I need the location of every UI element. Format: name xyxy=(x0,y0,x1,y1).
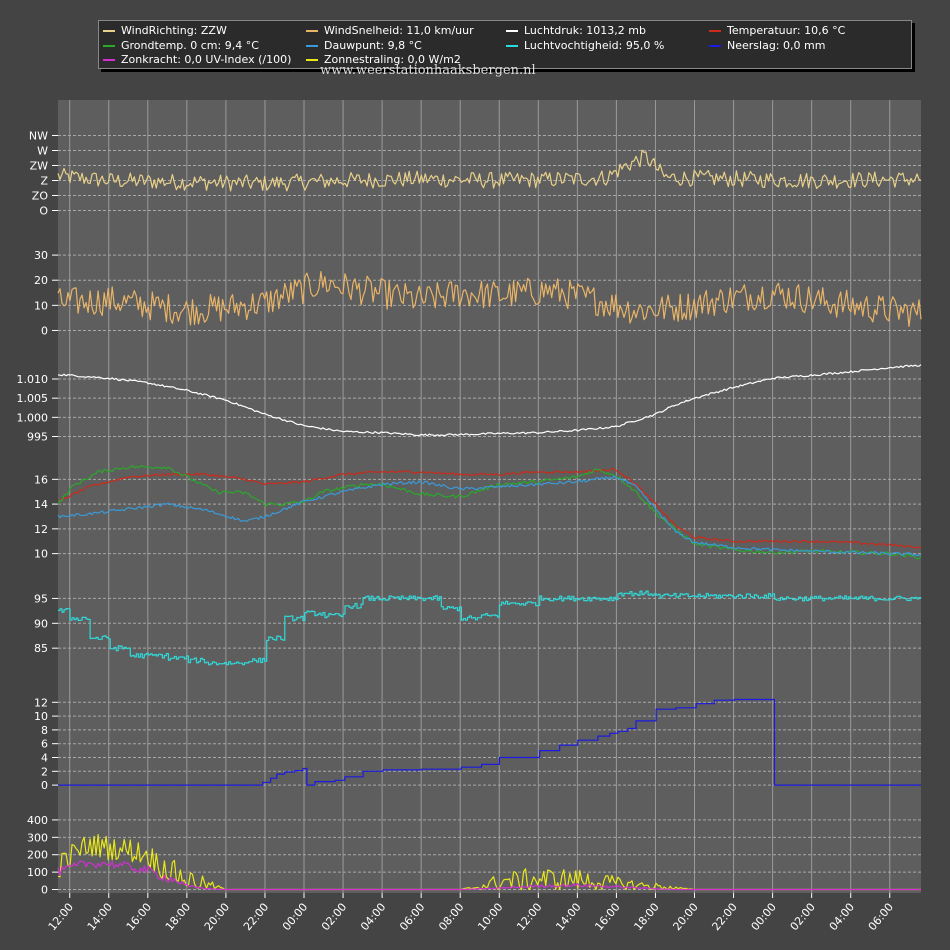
y-tick-label: 300 xyxy=(27,831,48,844)
legend-item-windrichting: WindRichting: ZZW xyxy=(103,24,227,37)
x-tick-label: 16:00 xyxy=(124,901,154,934)
y-tick-label: 95 xyxy=(34,592,48,605)
y-tick-label: 16 xyxy=(34,473,48,486)
legend-label: Neerslag: 0,0 mm xyxy=(727,39,826,52)
y-tick-label: 90 xyxy=(34,617,48,630)
y-tick-label: 4 xyxy=(41,751,48,764)
legend-item-windsnelheid: WindSnelheid: 11,0 km/uur xyxy=(306,24,474,37)
y-tick-label: 400 xyxy=(27,814,48,827)
y-tick-label: ZO xyxy=(32,190,49,203)
x-tick-label: 20:00 xyxy=(202,901,232,934)
y-tick-label: 6 xyxy=(41,738,48,751)
legend-item-luchtvochtigheid: Luchtvochtigheid: 95,0 % xyxy=(506,39,664,52)
x-tick-label: 22:00 xyxy=(710,901,740,934)
x-tick-label: 20:00 xyxy=(670,901,700,934)
y-tick-label: NW xyxy=(29,130,48,143)
legend-label: Grondtemp. 0 cm: 9,4 °C xyxy=(121,39,259,52)
x-tick-label: 18:00 xyxy=(163,901,193,934)
x-tick-label: 12:00 xyxy=(46,901,76,934)
y-tick-label: 100 xyxy=(27,866,48,879)
y-tick-label: 1.000 xyxy=(17,411,49,424)
y-tick-label: 85 xyxy=(34,642,48,655)
y-tick-label: 20 xyxy=(34,274,48,287)
plot-area xyxy=(58,100,921,893)
legend-item-luchtdruk: Luchtdruk: 1013,2 mb xyxy=(506,24,646,37)
legend-label: WindSnelheid: 11,0 km/uur xyxy=(324,24,474,37)
legend-swatch xyxy=(306,59,318,61)
series-line-luchtvochtigheid xyxy=(58,590,922,666)
y-tick-label: 995 xyxy=(27,431,48,444)
series-line-windsnelheid xyxy=(57,271,922,327)
legend-label: Zonkracht: 0,0 UV-Index (/100) xyxy=(121,53,292,66)
y-tick-label: 0 xyxy=(41,324,48,337)
y-tick-label: Z xyxy=(40,175,48,188)
series-line-windrichting xyxy=(57,149,922,192)
x-tick-label: 18:00 xyxy=(631,901,661,934)
y-tick-label: 12 xyxy=(34,523,48,536)
y-tick-label: 14 xyxy=(34,498,48,511)
legend-swatch xyxy=(103,45,115,47)
x-tick-label: 14:00 xyxy=(553,901,583,934)
legend-swatch xyxy=(506,30,518,32)
y-tick-label: 10 xyxy=(34,548,48,561)
legend-item-grondtemp: Grondtemp. 0 cm: 9,4 °C xyxy=(103,39,259,52)
x-tick-label: 10:00 xyxy=(475,901,505,934)
y-tick-label: ZW xyxy=(30,160,49,173)
legend-label: Dauwpunt: 9,8 °C xyxy=(324,39,422,52)
x-tick-label: 04:00 xyxy=(358,901,388,934)
y-tick-label: 0 xyxy=(41,884,48,897)
y-tick-label: 10 xyxy=(34,710,48,723)
y-tick-label: O xyxy=(39,205,48,218)
legend-swatch xyxy=(709,45,721,47)
x-tick-label: 08:00 xyxy=(436,901,466,934)
legend-label: Luchtdruk: 1013,2 mb xyxy=(524,24,646,37)
y-tick-label: 30 xyxy=(34,249,48,262)
x-tick-label: 02:00 xyxy=(788,901,818,934)
legend-item-temperatuur: Temperatuur: 10,6 °C xyxy=(709,24,845,37)
y-tick-label: 0 xyxy=(41,779,48,792)
legend-swatch xyxy=(306,45,318,47)
series-line-dauwpunt xyxy=(57,475,922,557)
x-tick-label: 06:00 xyxy=(866,901,896,934)
x-tick-label: 16:00 xyxy=(592,901,622,934)
y-tick-label: 200 xyxy=(27,849,48,862)
x-tick-label: 02:00 xyxy=(319,901,349,934)
series-line-zonkracht xyxy=(57,860,921,891)
legend-swatch xyxy=(103,59,115,61)
legend-label: Luchtvochtigheid: 95,0 % xyxy=(524,39,665,52)
y-tick-label: 8 xyxy=(41,724,48,737)
x-tick-label: 00:00 xyxy=(749,901,779,934)
legend-label: Temperatuur: 10,6 °C xyxy=(727,24,846,37)
site-watermark: www.weerstationhaaksbergen.nl xyxy=(320,63,536,78)
legend-item-zonnestraling: Zonnestraling: 0,0 W/m2 xyxy=(306,53,461,66)
legend-item-zonkracht: Zonkracht: 0,0 UV-Index (/100) xyxy=(103,53,291,66)
legend-item-neerslag: Neerslag: 0,0 mm xyxy=(709,39,825,52)
y-tick-label: 12 xyxy=(34,696,48,709)
legend-swatch xyxy=(506,45,518,47)
y-tick-label: 2 xyxy=(41,765,48,778)
series-line-luchtdruk xyxy=(57,364,922,437)
series-line-temperatuur xyxy=(58,467,922,550)
series-line-grondtemp-0-cm xyxy=(57,464,922,560)
x-tick-label: 06:00 xyxy=(397,901,427,934)
x-tick-label: 14:00 xyxy=(85,901,115,934)
legend-swatch xyxy=(103,30,115,32)
legend-label: Zonnestraling: 0,0 W/m2 xyxy=(324,53,461,66)
y-tick-label: W xyxy=(37,145,48,158)
y-tick-label: 1.010 xyxy=(17,373,49,386)
y-tick-label: 1.005 xyxy=(17,392,49,405)
y-tick-label: 10 xyxy=(34,299,48,312)
x-tick-label: 12:00 xyxy=(514,901,544,934)
legend-item-dauwpunt: Dauwpunt: 9,8 °C xyxy=(306,39,422,52)
legend-label: WindRichting: ZZW xyxy=(121,24,227,37)
series-line-neerslag xyxy=(58,698,921,786)
x-tick-label: 04:00 xyxy=(827,901,857,934)
x-tick-label: 22:00 xyxy=(241,901,271,934)
legend-swatch xyxy=(306,30,318,32)
chart-legend: WindRichting: ZZW WindSnelheid: 11,0 km/… xyxy=(98,20,912,69)
legend-swatch xyxy=(709,30,721,32)
x-tick-label: 00:00 xyxy=(280,901,310,934)
